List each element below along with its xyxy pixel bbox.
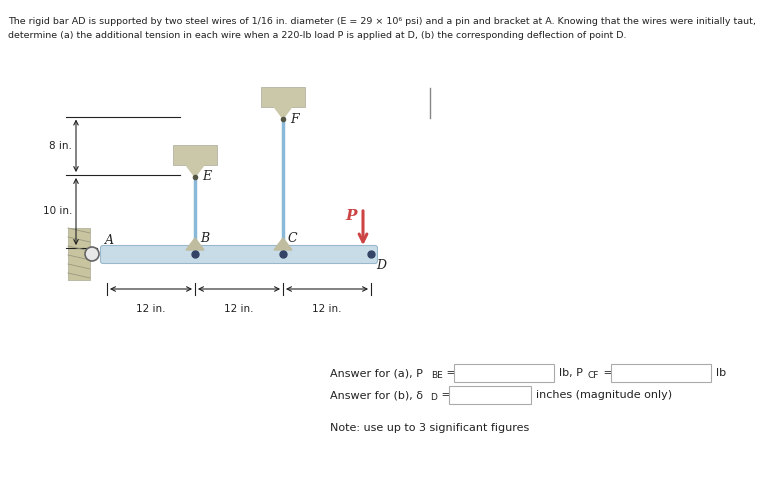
Text: 12 in.: 12 in.	[137, 304, 166, 314]
Text: P: P	[345, 209, 357, 223]
Bar	[454, 364, 554, 382]
Text: D: D	[430, 394, 437, 402]
Text: Answer for (b), δ: Answer for (b), δ	[330, 390, 423, 400]
Text: Answer for (a), P: Answer for (a), P	[330, 368, 423, 378]
Text: determine (a) the additional tension in each wire when a 220-lb load P is applie: determine (a) the additional tension in …	[8, 32, 627, 41]
Text: lb, P: lb, P	[559, 368, 583, 378]
Text: D: D	[376, 259, 386, 272]
FancyBboxPatch shape	[100, 246, 377, 263]
Text: =: =	[443, 368, 456, 378]
Bar	[261, 87, 305, 106]
Polygon shape	[274, 106, 292, 119]
Polygon shape	[186, 165, 204, 177]
Text: 12 in.: 12 in.	[224, 304, 254, 314]
Text: F: F	[290, 113, 298, 126]
Text: The rigid bar AD is supported by two steel wires of 1/16 in. diameter (E = 29 × : The rigid bar AD is supported by two ste…	[8, 17, 755, 27]
Polygon shape	[186, 238, 204, 250]
Text: Note: use up to 3 significant figures: Note: use up to 3 significant figures	[330, 423, 529, 433]
Circle shape	[85, 247, 99, 261]
Text: E: E	[202, 170, 211, 184]
Text: A: A	[105, 234, 114, 247]
Text: =: =	[600, 368, 613, 378]
Bar	[611, 364, 711, 382]
Text: C: C	[288, 233, 298, 246]
Text: 12 in.: 12 in.	[312, 304, 342, 314]
Text: =: =	[438, 390, 451, 400]
Bar	[449, 386, 531, 404]
Text: 8 in.: 8 in.	[49, 141, 72, 151]
Bar	[173, 145, 217, 165]
Text: BE: BE	[431, 372, 443, 381]
Text: 10 in.: 10 in.	[43, 206, 72, 216]
Text: CF: CF	[588, 372, 599, 381]
Polygon shape	[274, 238, 292, 250]
Text: B: B	[200, 233, 209, 246]
Text: lb: lb	[716, 368, 726, 378]
Text: inches (magnitude only): inches (magnitude only)	[536, 390, 672, 400]
Bar	[68, 228, 90, 280]
